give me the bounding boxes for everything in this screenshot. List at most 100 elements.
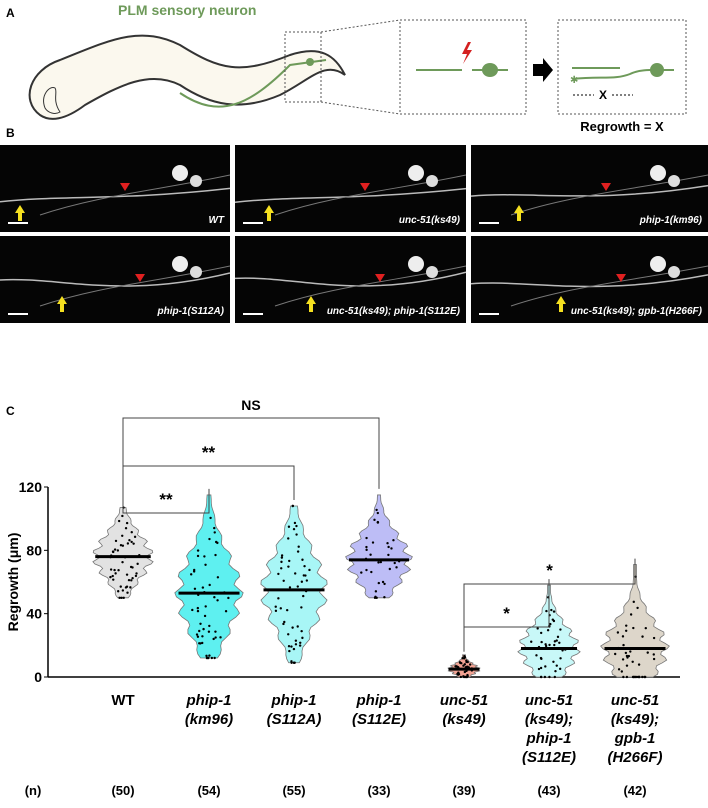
data-point xyxy=(459,675,463,679)
data-point xyxy=(466,673,469,677)
data-point xyxy=(546,629,550,632)
data-point xyxy=(129,565,133,569)
data-point xyxy=(121,514,124,518)
data-point xyxy=(209,516,212,520)
data-point xyxy=(130,531,133,534)
data-point xyxy=(302,574,306,577)
data-point xyxy=(116,549,120,552)
data-point xyxy=(559,628,562,631)
data-point xyxy=(120,596,123,600)
micrograph-label: phip-1(S112A) xyxy=(157,306,225,317)
data-point xyxy=(117,519,121,523)
data-point xyxy=(112,578,115,581)
data-point xyxy=(113,548,117,551)
data-point xyxy=(624,651,628,655)
micrograph-label: unc-51(ks49); phip-1(S112E) xyxy=(326,306,460,317)
significance-label: ** xyxy=(202,443,216,462)
zoom-box xyxy=(284,31,322,103)
violin xyxy=(92,507,154,599)
panel-label-c: C xyxy=(6,404,15,418)
data-point xyxy=(219,636,222,639)
data-point xyxy=(535,654,538,657)
data-point xyxy=(360,571,363,574)
data-point xyxy=(395,566,398,569)
data-point xyxy=(287,645,291,648)
n-count: (43) xyxy=(537,783,560,798)
data-point xyxy=(192,570,196,573)
micrograph-label: phip-1(km96) xyxy=(639,215,702,226)
data-point xyxy=(130,579,133,582)
data-point xyxy=(121,534,124,538)
data-point xyxy=(548,675,551,679)
data-point xyxy=(553,640,557,643)
data-point xyxy=(621,658,625,661)
data-point xyxy=(636,606,639,610)
data-point xyxy=(125,573,129,576)
data-point xyxy=(126,542,130,545)
data-point xyxy=(288,586,292,589)
regrowth-box xyxy=(557,19,687,115)
arrowhead-red-icon xyxy=(375,274,385,282)
x-tick-label: phip-1 xyxy=(271,692,317,709)
data-point xyxy=(388,567,392,571)
x-tick-label: (S112E) xyxy=(522,749,576,766)
y-tick-label: 120 xyxy=(19,479,43,495)
significance-label: ** xyxy=(159,490,173,509)
data-point xyxy=(121,544,125,547)
micrograph: unc-51(ks49); phip-1(S112E) xyxy=(235,236,466,323)
data-point xyxy=(296,585,299,588)
data-point xyxy=(282,622,285,626)
scale-bar xyxy=(8,222,28,224)
data-point xyxy=(463,670,467,674)
data-point xyxy=(556,635,560,639)
data-point xyxy=(622,675,625,679)
data-point xyxy=(208,654,211,657)
data-point xyxy=(652,653,655,656)
data-point xyxy=(377,561,380,564)
data-point xyxy=(652,636,656,640)
violin xyxy=(174,494,244,659)
data-point xyxy=(644,626,647,630)
data-point xyxy=(300,606,303,609)
x-tick-label: phip-1 xyxy=(186,692,232,709)
data-point xyxy=(214,553,217,557)
data-point xyxy=(128,538,131,542)
data-point xyxy=(207,630,211,633)
data-point xyxy=(390,547,393,550)
svg-text:✱: ✱ xyxy=(570,75,578,86)
data-point xyxy=(551,618,555,621)
data-point xyxy=(125,521,129,525)
arrow-yellow-icon xyxy=(15,205,25,221)
data-point xyxy=(274,605,277,608)
data-point xyxy=(205,654,208,658)
data-point xyxy=(652,657,656,661)
data-point xyxy=(622,643,625,647)
data-point xyxy=(553,643,556,647)
data-point xyxy=(370,570,373,574)
data-point xyxy=(539,666,543,670)
data-point xyxy=(122,596,125,600)
data-point xyxy=(301,636,304,640)
data-point xyxy=(558,667,562,671)
data-point xyxy=(292,527,296,531)
data-point xyxy=(377,581,381,585)
worm-head-outline xyxy=(43,86,61,114)
data-point xyxy=(116,590,120,593)
data-point xyxy=(280,554,284,557)
data-point xyxy=(213,656,216,660)
data-point xyxy=(117,568,120,572)
data-point xyxy=(456,672,459,676)
x-label: X xyxy=(599,88,607,102)
data-point xyxy=(294,639,298,642)
data-point xyxy=(539,631,543,635)
data-point xyxy=(626,656,629,659)
data-point xyxy=(290,645,293,648)
data-point xyxy=(387,553,390,557)
data-point xyxy=(625,664,629,667)
data-point xyxy=(633,675,636,679)
data-point xyxy=(121,560,124,564)
significance-label: NS xyxy=(241,397,260,413)
significance-bracket xyxy=(122,417,380,500)
worm-diagram: ✱ X Regrowth = X xyxy=(28,19,687,134)
